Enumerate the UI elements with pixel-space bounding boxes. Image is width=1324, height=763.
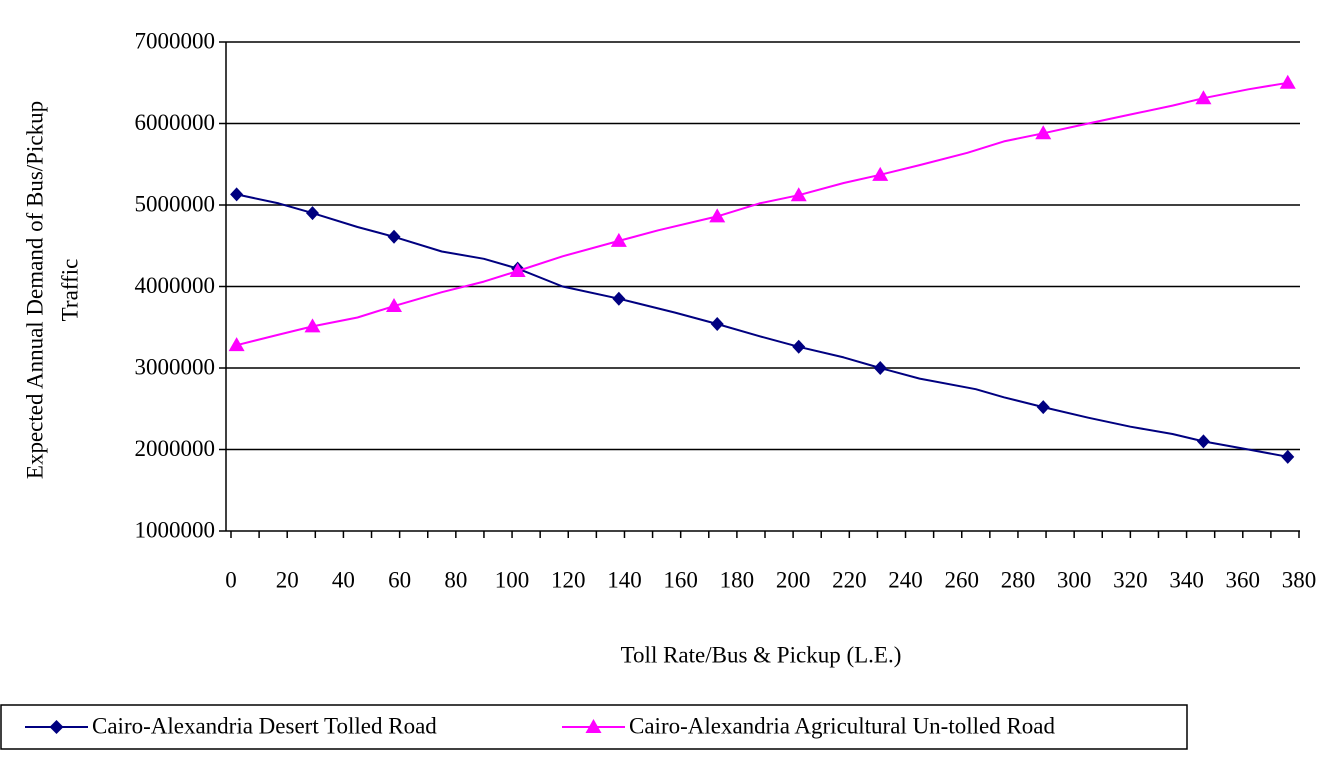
y-tick-label: 4000000 <box>135 273 216 298</box>
x-tick-label: 120 <box>551 567 586 592</box>
x-tick-label: 380 <box>1282 567 1317 592</box>
legend-marker-desert-diamond <box>49 720 64 734</box>
y-tick-label: 6000000 <box>135 110 216 135</box>
x-tick-label: 240 <box>888 567 923 592</box>
x-tick-label: 280 <box>1001 567 1036 592</box>
x-tick-label: 80 <box>444 567 467 592</box>
data-point-diamond <box>1036 400 1050 415</box>
data-point-triangle <box>872 166 889 181</box>
legend-label-agricultural: Cairo-Alexandria Agricultural Un-tolled … <box>629 713 1056 738</box>
x-tick-label: 60 <box>388 567 411 592</box>
x-tick-label: 200 <box>776 567 811 592</box>
x-tick-label: 20 <box>276 567 299 592</box>
y-axis-title-line2: Traffic <box>57 259 82 322</box>
data-point-diamond <box>710 316 724 331</box>
x-tick-label: 260 <box>944 567 979 592</box>
data-point-triangle <box>790 187 807 202</box>
data-point-diamond <box>1281 449 1295 464</box>
data-point-triangle <box>709 208 726 223</box>
series-line <box>236 193 1288 458</box>
y-tick-label: 5000000 <box>135 191 216 216</box>
x-tick-label: 0 <box>225 567 237 592</box>
y-tick-label: 1000000 <box>135 517 216 542</box>
x-tick-label: 340 <box>1169 567 1204 592</box>
data-point-diamond <box>306 206 320 221</box>
legend-marker-agricultural-triangle <box>585 719 602 733</box>
data-point-diamond <box>873 361 887 375</box>
x-tick-label: 40 <box>332 567 355 592</box>
x-tick-label: 220 <box>832 567 867 592</box>
data-point-triangle <box>386 298 403 313</box>
x-tick-label: 360 <box>1226 567 1261 592</box>
y-tick-label: 7000000 <box>135 28 216 53</box>
y-tick-label: 3000000 <box>135 354 216 379</box>
x-tick-label: 300 <box>1057 567 1092 592</box>
data-point-triangle <box>1279 74 1296 89</box>
data-point-diamond <box>230 187 244 202</box>
data-point-triangle <box>1195 90 1212 105</box>
x-tick-label: 180 <box>720 567 755 592</box>
gridlines <box>226 41 1300 451</box>
x-axis-title: Toll Rate/Bus & Pickup (L.E.) <box>621 642 902 667</box>
legend: Cairo-Alexandria Desert Tolled Road Cair… <box>0 704 1188 750</box>
x-tick-label: 160 <box>663 567 698 592</box>
data-point-triangle <box>509 263 526 278</box>
x-tick-label: 320 <box>1113 567 1148 592</box>
series-group <box>228 74 1296 464</box>
x-tick-label: 140 <box>607 567 642 592</box>
data-point-diamond <box>612 291 626 306</box>
data-point-triangle <box>228 337 245 352</box>
data-point-diamond <box>1196 434 1210 449</box>
data-point-triangle <box>610 232 627 247</box>
y-tick-label: 2000000 <box>135 436 216 461</box>
series-desert-tolled-road <box>230 187 1295 464</box>
series-line <box>236 81 1288 347</box>
series-agricultural-untolled-road <box>228 74 1296 352</box>
legend-label-desert: Cairo-Alexandria Desert Tolled Road <box>92 713 437 738</box>
data-point-triangle <box>304 318 321 333</box>
data-point-diamond <box>792 339 806 354</box>
x-tick-label: 100 <box>495 567 530 592</box>
axes: 1000000 2000000 3000000 4000000 5000000 60000… <box>135 28 1317 592</box>
data-point-diamond <box>387 229 401 244</box>
y-axis-title: Expected Annual Demand of Bus/Pickup <box>22 101 47 479</box>
data-point-triangle <box>1035 125 1052 140</box>
